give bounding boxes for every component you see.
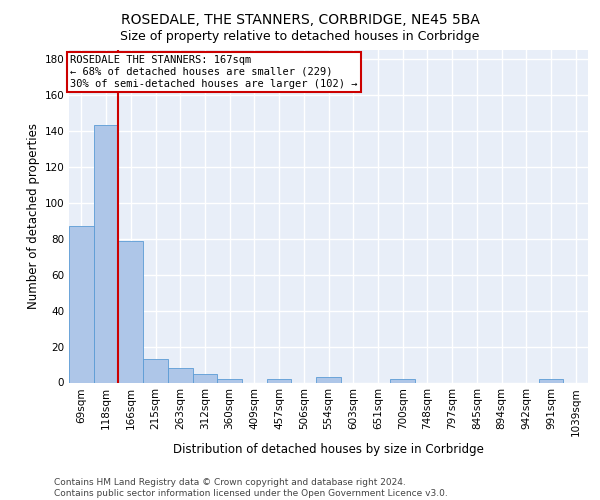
Text: Size of property relative to detached houses in Corbridge: Size of property relative to detached ho…	[121, 30, 479, 43]
Y-axis label: Number of detached properties: Number of detached properties	[27, 123, 40, 309]
Text: ROSEDALE THE STANNERS: 167sqm
← 68% of detached houses are smaller (229)
30% of : ROSEDALE THE STANNERS: 167sqm ← 68% of d…	[70, 56, 358, 88]
Bar	[390, 379, 415, 382]
Bar	[316, 377, 341, 382]
Text: ROSEDALE, THE STANNERS, CORBRIDGE, NE45 5BA: ROSEDALE, THE STANNERS, CORBRIDGE, NE45 …	[121, 12, 479, 26]
Bar	[94, 126, 118, 382]
Bar	[143, 359, 168, 382]
Bar	[69, 226, 94, 382]
Bar	[193, 374, 217, 382]
Text: Contains HM Land Registry data © Crown copyright and database right 2024.
Contai: Contains HM Land Registry data © Crown c…	[54, 478, 448, 498]
X-axis label: Distribution of detached houses by size in Corbridge: Distribution of detached houses by size …	[173, 443, 484, 456]
Bar	[168, 368, 193, 382]
Bar	[539, 379, 563, 382]
Bar	[118, 240, 143, 382]
Bar	[217, 379, 242, 382]
Bar	[267, 379, 292, 382]
